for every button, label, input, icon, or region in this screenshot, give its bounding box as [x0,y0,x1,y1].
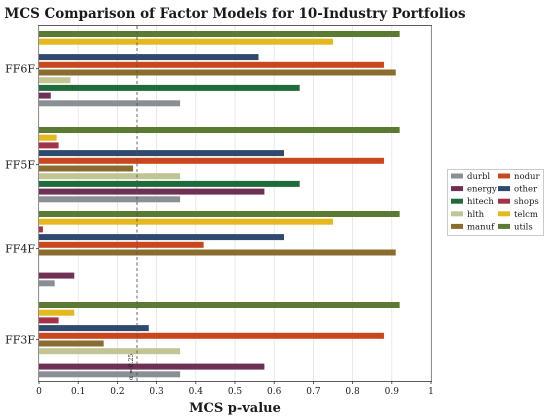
legend-label-nodur: nodur [514,172,541,182]
legend-swatch-manuf [451,223,463,229]
bar-energy-FF4F [39,272,75,279]
bar-other-FF6F [39,54,259,61]
threshold: α = 0.25 [128,26,138,381]
bar-other-FF5F [39,150,284,157]
bar-manuf-FF3F [39,340,104,347]
legend-box [447,169,544,236]
x-tick-label: 0.9 [385,387,400,397]
bar-shops-FF3F [39,317,59,324]
bar-shops-FF4F [39,226,43,233]
x-tick-label: 0.4 [189,387,204,397]
x-axis-label: MCS p-value [189,401,281,416]
bar-telcm-FF3F [39,309,75,316]
legend-swatch-utils [498,223,510,229]
legend-swatch-durbl [451,173,463,179]
bar-nodur-FF3F [39,332,384,339]
category-label: FF6F [5,63,35,76]
legend-label-hlth: hlth [467,210,485,220]
legend-label-utils: utils [514,222,533,232]
bar-shops-FF5F [39,142,59,149]
x-tick-label: 0.7 [306,387,321,397]
x-tick-label: 1 [428,387,434,397]
bar-manuf-FF5F [39,165,134,172]
bar-utils-FF5F [39,127,400,133]
x-tick-label: 0.5 [228,387,243,397]
bar-other-FF3F [39,325,149,332]
bar-durbl-FF6F [39,100,181,107]
legend-label-durbl: durbl [467,172,490,182]
bar-nodur-FF6F [39,61,384,68]
bar-hlth-FF3F [39,348,181,355]
bar-durbl-FF3F [39,371,181,378]
bar-durbl-FF4F [39,280,55,287]
category-labels: FF6F FF5F FF4F FF3F [5,63,39,347]
legend-label-energy: energy [467,185,497,195]
bars [39,31,400,378]
legend-swatch-nodur [498,173,510,179]
bar-utils-FF3F [39,302,400,308]
bar-hitech-FF6F [39,84,300,91]
bar-energy-FF6F [39,92,51,99]
bar-manuf-FF4F [39,249,396,256]
x-tick-label: 0.2 [110,387,124,397]
legend-swatch-hlth [451,211,463,217]
bar-durbl-FF5F [39,196,181,203]
legend-label-telcm: telcm [514,210,538,220]
bar-energy-FF3F [39,363,265,370]
legend-label-shops: shops [514,197,539,207]
legend-swatch-other [498,186,510,192]
bar-nodur-FF4F [39,241,204,248]
bar-utils-FF6F [39,31,400,37]
bar-energy-FF5F [39,188,265,195]
bar-hlth-FF5F [39,173,181,180]
x-tick-labels: 0 0.1 0.2 0.3 0.4 0.5 0.6 0.7 0.8 0.9 1 [36,387,434,397]
threshold-label: α = 0.25 [128,354,135,380]
bar-telcm-FF4F [39,218,333,225]
bar-nodur-FF5F [39,157,384,164]
legend-swatch-energy [451,186,463,192]
category-label: FF5F [5,159,35,172]
bar-telcm-FF5F [39,134,57,141]
bar-hlth-FF6F [39,77,71,84]
x-tick-label: 0 [36,387,42,397]
category-label: FF3F [5,334,35,347]
bar-utils-FF4F [39,211,400,217]
legend-label-hitech: hitech [467,197,494,207]
legend-label-other: other [514,185,538,195]
bar-hitech-FF5F [39,180,300,187]
legend-label-manuf: manuf [467,222,495,232]
chart-title: MCS Comparison of Factor Models for 10-I… [4,6,466,22]
x-tick-label: 0.6 [267,387,282,397]
legend: durbl energy hitech hlth manuf nodur other shop… [447,169,544,236]
category-label: FF4F [5,243,35,256]
legend-swatch-telcm [498,211,510,217]
legend-swatch-shops [498,198,510,204]
x-tick-label: 0.8 [345,387,360,397]
legend-swatch-hitech [451,198,463,204]
bar-telcm-FF6F [39,38,333,45]
x-tick-label: 0.1 [71,387,85,397]
bar-other-FF4F [39,234,284,241]
bar-manuf-FF6F [39,69,396,76]
x-tick-label: 0.3 [149,387,164,397]
